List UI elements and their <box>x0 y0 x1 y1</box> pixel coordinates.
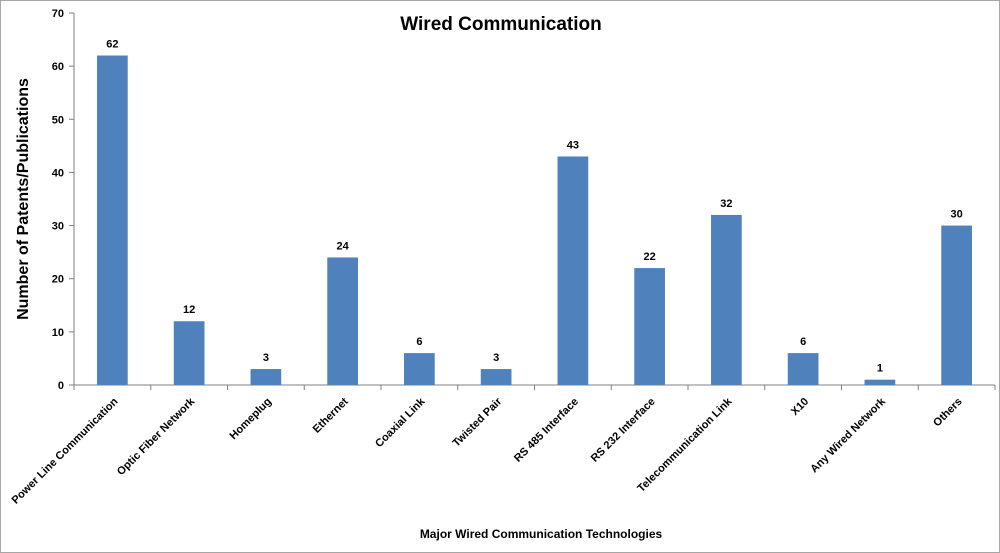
x-tick-label: Power Line Communication <box>10 395 121 506</box>
data-label: 22 <box>644 251 656 263</box>
y-tick-labels: 0 10 20 30 40 50 60 70 <box>52 8 64 392</box>
bars <box>97 55 972 386</box>
y-tick-label: 30 <box>52 221 64 233</box>
y-tick-label: 10 <box>52 327 64 339</box>
data-label: 3 <box>493 352 499 364</box>
data-label: 24 <box>337 240 350 252</box>
x-tick-label: Twisted Pair <box>451 395 505 449</box>
bar <box>634 268 665 385</box>
x-axis-title: Major Wired Communication Technologies <box>420 527 663 541</box>
bar <box>250 369 282 385</box>
y-tick-label: 70 <box>52 8 64 20</box>
x-tick-label: RS 232 Interface <box>589 396 658 465</box>
x-tick-label: Any Wired Network <box>808 395 888 475</box>
data-label: 43 <box>567 139 579 151</box>
x-tick-label: RS 485 Interface <box>512 396 581 465</box>
bar <box>787 353 819 385</box>
data-label: 30 <box>951 209 963 221</box>
chart-title: Wired Communication <box>400 14 601 35</box>
y-tick-label: 0 <box>58 380 64 392</box>
x-tick-label: Homeplug <box>227 396 274 443</box>
data-labels: 62 12 3 24 6 3 43 22 32 6 1 30 <box>106 39 963 375</box>
data-label: 32 <box>720 198 732 210</box>
x-tick-label: Coaxial Link <box>373 395 428 450</box>
data-label: 6 <box>416 336 422 348</box>
bar <box>404 353 435 385</box>
data-label: 12 <box>183 304 195 316</box>
data-label: 1 <box>877 363 883 375</box>
y-tick-label: 50 <box>52 114 64 126</box>
bar <box>173 321 205 385</box>
x-tick-label: Ethernet <box>311 395 351 435</box>
data-label: 6 <box>800 336 806 348</box>
bar <box>327 257 358 385</box>
y-tick-label: 60 <box>52 61 64 73</box>
y-tick-label: 40 <box>52 167 64 179</box>
y-axis-title: Number of Patents/Publications <box>15 78 32 320</box>
bar <box>97 55 128 386</box>
bar <box>941 225 972 385</box>
x-tick-label: Optic Fiber Network <box>115 395 198 478</box>
bar <box>557 156 589 385</box>
data-label: 62 <box>106 39 118 51</box>
y-tick-label: 20 <box>52 274 64 286</box>
x-tick-label: X10 <box>789 396 811 418</box>
x-tick-label: Others <box>931 396 965 430</box>
data-label: 3 <box>263 352 269 364</box>
axes <box>69 12 996 390</box>
bar <box>864 379 896 385</box>
bar <box>711 214 742 385</box>
bar <box>480 369 512 385</box>
